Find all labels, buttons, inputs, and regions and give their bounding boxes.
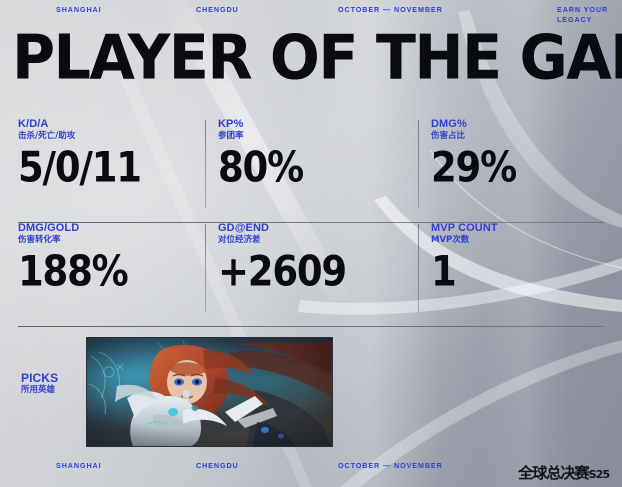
stat-label-cn: 对位经济差 <box>218 235 261 245</box>
marquee-city-shanghai: SHANGHAI <box>56 5 102 14</box>
stat-cell-kda: K/D/A 击杀/死亡/助攻 5/0/11 <box>18 118 205 218</box>
stat-label: DMG/GOLD <box>18 222 80 234</box>
stat-label-cn: 击杀/死亡/助攻 <box>18 131 76 141</box>
worlds-logo-text: 全球总决赛 <box>518 464 590 482</box>
stat-value: 188% <box>18 247 129 296</box>
stat-label: GD@END <box>218 222 270 234</box>
stat-label-cn: MVP次数 <box>431 235 470 245</box>
picks-label-group: PICKS 所用英雄 <box>21 372 58 396</box>
stat-cell-kp: KP% 参团率 80% <box>205 118 418 218</box>
marquee-city-chengdu: CHENGDU <box>196 5 239 14</box>
stat-cell-dmg-gold: DMG/GOLD 伤害转化率 188% <box>18 222 205 322</box>
footer-city-chengdu: CHENGDU <box>196 461 239 470</box>
section-divider-lower <box>18 326 604 327</box>
cell-divider <box>418 224 419 312</box>
stats-row-1: K/D/A 击杀/死亡/助攻 5/0/11 KP% 参团率 80% DMG% 伤… <box>18 118 604 218</box>
stat-label: MVP COUNT <box>431 222 498 234</box>
picks-label: PICKS <box>21 371 59 385</box>
section-divider-upper <box>18 222 604 223</box>
bottom-marquee-bar: SHANGHAI CHENGDU OCTOBER — NOVEMBER <box>0 461 622 485</box>
stats-row-2: DMG/GOLD 伤害转化率 188% GD@END 对位经济差 +2609 M… <box>18 222 604 322</box>
footer-city-shanghai: SHANGHAI <box>56 461 102 470</box>
marquee-dates: OCTOBER — NOVEMBER <box>338 5 443 14</box>
page-title: PLAYER OF THE GAME <box>12 21 622 94</box>
worlds-championship-logo: 全球总决赛S25 <box>518 462 611 483</box>
stat-value: 5/0/11 <box>18 143 142 192</box>
stat-label-cn: 伤害转化率 <box>18 235 61 245</box>
champion-splash-art <box>87 338 332 446</box>
worlds-logo-year: S25 <box>588 468 611 481</box>
footer-dates: OCTOBER — NOVEMBER <box>338 461 443 470</box>
cell-divider <box>418 120 419 208</box>
stat-label: KP% <box>218 118 244 130</box>
stat-cell-dmg-percent: DMG% 伤害占比 29% <box>418 118 622 218</box>
stat-value: +2609 <box>218 247 347 296</box>
cell-divider <box>205 120 206 208</box>
stat-value: 29% <box>431 143 517 192</box>
stats-grid: K/D/A 击杀/死亡/助攻 5/0/11 KP% 参团率 80% DMG% 伤… <box>18 118 604 323</box>
stat-label: K/D/A <box>18 118 49 130</box>
marquee-tagline: EARN YOUR LEGACY <box>557 5 609 24</box>
stat-value: 80% <box>218 143 304 192</box>
top-marquee-bar: SHANGHAI CHENGDU OCTOBER — NOVEMBER EARN… <box>0 5 622 29</box>
stat-cell-gd-at-end: GD@END 对位经济差 +2609 <box>205 222 418 322</box>
stat-label: DMG% <box>431 118 467 130</box>
stat-value: 1 <box>431 247 457 296</box>
stat-label-cn: 参团率 <box>218 131 244 141</box>
stat-cell-mvp-count: MVP COUNT MVP次数 1 <box>418 222 622 322</box>
champion-pick-card[interactable] <box>86 337 333 447</box>
picks-label-cn: 所用英雄 <box>21 385 56 395</box>
stat-label-cn: 伤害占比 <box>431 131 466 141</box>
cell-divider <box>205 224 206 312</box>
